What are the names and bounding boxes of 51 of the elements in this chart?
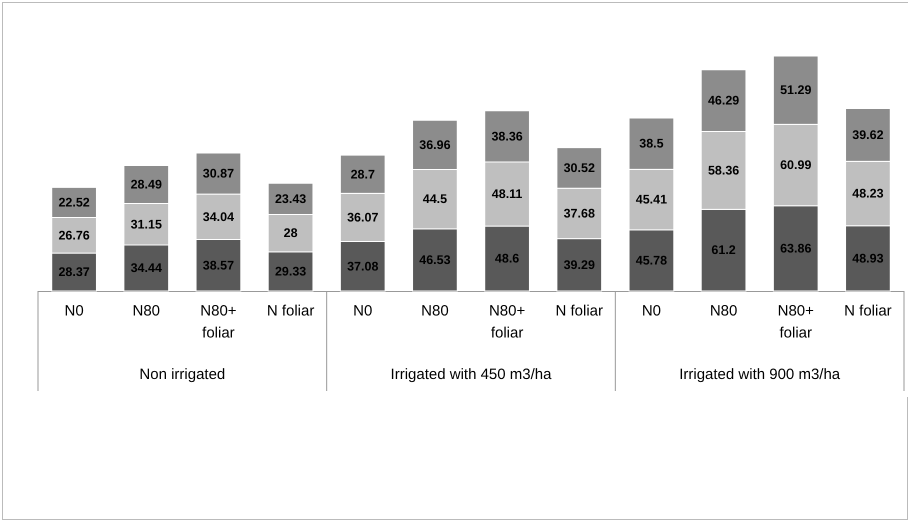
data-label: 46.53 bbox=[419, 252, 451, 267]
data-label: 36.96 bbox=[419, 138, 451, 152]
x-tick-label: N80+ foliar bbox=[488, 302, 526, 342]
data-label: 39.62 bbox=[852, 128, 884, 142]
data-label: 60.99 bbox=[780, 158, 812, 172]
data-label: 34.04 bbox=[202, 210, 234, 224]
x-tick-label: N80 bbox=[421, 302, 449, 320]
data-label: 37.08 bbox=[347, 259, 378, 274]
data-label: 38.36 bbox=[491, 129, 523, 144]
data-label: 45.41 bbox=[636, 192, 668, 207]
data-label: 51.29 bbox=[780, 83, 812, 98]
data-label: 34.44 bbox=[130, 261, 162, 276]
data-label: 26.76 bbox=[58, 228, 90, 242]
data-label: 28.7 bbox=[350, 167, 375, 182]
data-label: 28 bbox=[284, 226, 298, 240]
data-label: 45.78 bbox=[636, 253, 668, 268]
data-label: 31.15 bbox=[130, 217, 162, 232]
data-label: 30.87 bbox=[202, 166, 234, 181]
data-label: 38.57 bbox=[202, 258, 234, 272]
data-label: 63.86 bbox=[780, 241, 812, 256]
data-label: 61.2 bbox=[711, 243, 736, 258]
x-tick-label: N0 bbox=[64, 302, 84, 320]
x-tick-label: N80 bbox=[132, 302, 160, 320]
data-label: 48.93 bbox=[852, 251, 884, 266]
text: Irrigated with 450 m3/ha bbox=[390, 366, 552, 383]
x-tick-label: N foliar bbox=[555, 302, 604, 320]
text: Irrigated with 900 m3/ha bbox=[679, 366, 841, 383]
data-label: 36.07 bbox=[347, 210, 378, 224]
data-label: 44.5 bbox=[422, 192, 448, 206]
data-label: 39.29 bbox=[564, 258, 595, 272]
data-label: 30.52 bbox=[564, 160, 595, 175]
data-label: 29.33 bbox=[274, 264, 306, 278]
x-tick-label: N80+ foliar bbox=[200, 302, 237, 342]
x-tick-label: N0 bbox=[642, 302, 662, 320]
data-label: 28.37 bbox=[58, 265, 90, 280]
data-label: 48.11 bbox=[492, 187, 522, 202]
x-tick-label: N80+ foliar bbox=[778, 302, 814, 342]
data-label: 23.43 bbox=[274, 192, 306, 206]
x-tick-label: N foliar bbox=[266, 302, 314, 320]
data-label: 38.5 bbox=[639, 136, 664, 151]
text: Non irrigated bbox=[139, 366, 226, 383]
data-label: 28.49 bbox=[130, 177, 162, 192]
data-label: 22.52 bbox=[58, 195, 90, 210]
data-label: 58.36 bbox=[708, 163, 740, 178]
data-label: 46.29 bbox=[708, 94, 740, 108]
data-label: 37.68 bbox=[564, 206, 595, 220]
data-label: 48.6 bbox=[494, 252, 520, 266]
x-tick-label: N foliar bbox=[844, 302, 892, 320]
x-tick-label: N80 bbox=[710, 302, 738, 320]
data-label: 48.23 bbox=[852, 186, 884, 201]
x-tick-label: N0 bbox=[353, 302, 372, 320]
